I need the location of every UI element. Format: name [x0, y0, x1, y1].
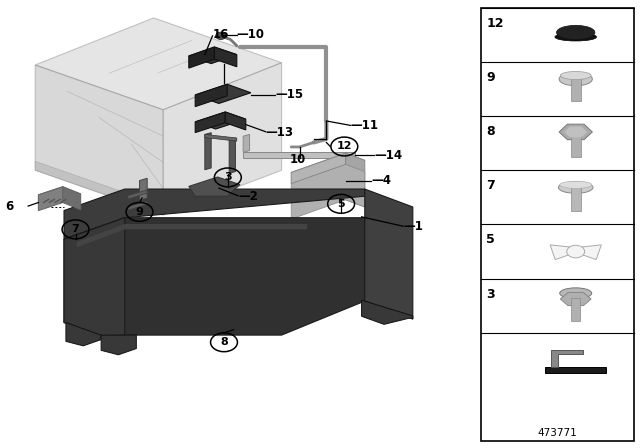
Polygon shape: [346, 153, 365, 207]
Polygon shape: [35, 18, 282, 110]
Ellipse shape: [560, 181, 592, 189]
Text: 12: 12: [337, 142, 352, 151]
Polygon shape: [195, 84, 251, 103]
Polygon shape: [189, 177, 240, 196]
Polygon shape: [243, 134, 250, 152]
Circle shape: [567, 246, 585, 258]
Ellipse shape: [559, 182, 593, 194]
Text: 9: 9: [486, 71, 495, 84]
Polygon shape: [214, 47, 237, 67]
Text: —13: —13: [266, 125, 294, 139]
Ellipse shape: [555, 33, 596, 41]
Polygon shape: [225, 112, 246, 130]
Bar: [572, 298, 580, 321]
Bar: [545, 367, 607, 373]
Text: 7: 7: [486, 179, 495, 192]
Text: —2: —2: [238, 190, 258, 203]
Text: 8: 8: [486, 125, 495, 138]
Polygon shape: [101, 335, 136, 355]
Text: 5: 5: [486, 233, 495, 246]
Polygon shape: [64, 189, 365, 239]
Ellipse shape: [557, 26, 595, 40]
Polygon shape: [189, 47, 237, 64]
Polygon shape: [128, 190, 147, 199]
Text: —11: —11: [351, 119, 379, 132]
Text: —4: —4: [371, 174, 391, 188]
Polygon shape: [205, 133, 211, 170]
Polygon shape: [291, 153, 346, 184]
Polygon shape: [205, 134, 237, 141]
Text: 16: 16: [213, 28, 230, 42]
Bar: [571, 78, 581, 102]
Text: 8: 8: [220, 337, 228, 347]
Text: 6: 6: [5, 199, 13, 213]
Polygon shape: [195, 112, 225, 133]
Text: 12: 12: [486, 17, 504, 30]
Polygon shape: [229, 138, 236, 173]
Text: —1: —1: [403, 220, 423, 233]
Polygon shape: [64, 218, 365, 335]
Text: 5: 5: [337, 199, 345, 209]
Polygon shape: [128, 201, 147, 210]
Text: —10: —10: [237, 28, 265, 41]
Bar: [571, 131, 581, 157]
Polygon shape: [581, 245, 602, 260]
Polygon shape: [561, 293, 591, 306]
Polygon shape: [189, 47, 214, 68]
Polygon shape: [35, 65, 163, 215]
Text: 3: 3: [224, 172, 232, 182]
Polygon shape: [38, 187, 63, 211]
Polygon shape: [163, 63, 282, 215]
Polygon shape: [66, 323, 101, 346]
Text: 473771: 473771: [538, 428, 577, 438]
Polygon shape: [195, 112, 246, 129]
Circle shape: [216, 32, 226, 39]
Polygon shape: [559, 124, 593, 140]
Polygon shape: [291, 153, 365, 180]
Polygon shape: [243, 152, 355, 158]
Bar: [571, 186, 581, 211]
Text: 9: 9: [136, 207, 143, 217]
Polygon shape: [38, 187, 81, 202]
Polygon shape: [365, 189, 413, 319]
Polygon shape: [362, 300, 413, 324]
Polygon shape: [195, 84, 227, 107]
Ellipse shape: [561, 72, 591, 80]
Polygon shape: [550, 245, 571, 260]
Polygon shape: [63, 187, 81, 210]
Polygon shape: [140, 178, 147, 200]
Polygon shape: [552, 350, 584, 367]
Polygon shape: [291, 164, 365, 219]
Polygon shape: [564, 126, 588, 138]
Polygon shape: [35, 161, 163, 215]
Ellipse shape: [560, 288, 592, 298]
Text: 3: 3: [486, 288, 495, 301]
Polygon shape: [77, 224, 307, 247]
Ellipse shape: [559, 72, 593, 86]
Text: 7: 7: [72, 224, 79, 234]
Text: —15: —15: [275, 88, 303, 102]
FancyBboxPatch shape: [481, 8, 634, 441]
Text: 10: 10: [289, 152, 305, 166]
Text: —14: —14: [374, 148, 403, 162]
Polygon shape: [64, 218, 125, 336]
